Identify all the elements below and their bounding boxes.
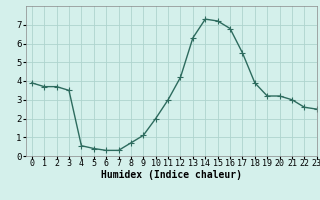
X-axis label: Humidex (Indice chaleur): Humidex (Indice chaleur) (101, 170, 242, 180)
